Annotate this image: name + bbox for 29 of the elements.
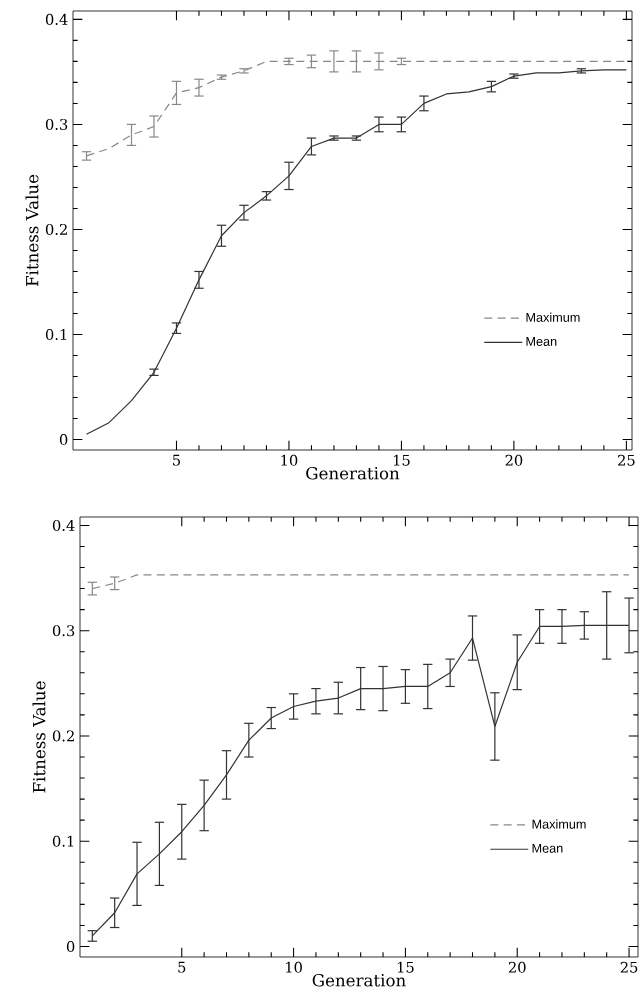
x-tick-label: 10 [281,454,298,466]
x-tick-label: 15 [397,961,414,973]
y-tick-label: 0.2 [53,730,74,742]
x-axis-title: Generation [312,973,406,987]
y-tick-label: 0.1 [46,328,67,341]
y-tick-label: 0.4 [46,13,68,25]
legend-label: Maximum [526,312,580,322]
legend-label: Mean [526,337,557,346]
x-tick-label: 10 [286,961,302,973]
x-tick-label: 20 [505,454,523,466]
x-axis-title: Generation [306,466,400,480]
x-tick-label: 25 [620,961,638,973]
y-tick-label: 0.4 [53,519,75,531]
y-tick-label: 0.2 [46,223,67,235]
y-axis-title: Fitness Value [32,681,46,793]
line-series [85,69,628,435]
y-tick-label: 0.3 [46,118,68,130]
y-tick-label: 0.1 [53,835,74,847]
y-tick-label: 0 [60,433,68,446]
x-tick-label: 20 [508,961,526,973]
legend-label: Mean [532,843,563,853]
x-tick-label: 15 [393,454,410,466]
x-tick-label: 5 [178,961,186,973]
legend-label: Maximum [532,819,586,829]
y-axis-title: Fitness Value [25,174,39,287]
y-tick-label: 0 [67,940,75,953]
y-tick-label: 0.3 [53,625,75,637]
x-tick-label: 25 [618,454,635,466]
x-tick-label: 5 [173,454,181,466]
